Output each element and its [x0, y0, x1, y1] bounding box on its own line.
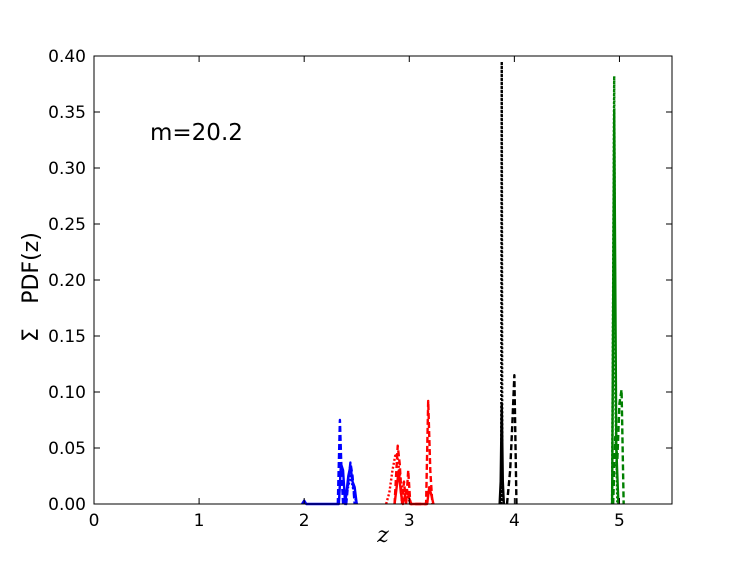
series-line-5: [384, 452, 413, 505]
y-axis-title: Σ PDF(z): [19, 232, 44, 342]
plot-frame: [93, 55, 673, 505]
y-axis-sum-symbol: Σ: [19, 328, 44, 342]
y-tick-label-0: 0.00: [48, 495, 86, 515]
y-tick-label-6: 0.30: [48, 159, 86, 179]
series-line-7: [505, 374, 518, 505]
x-tick-label-2: 2: [299, 511, 310, 531]
series-line-8: [500, 60, 504, 505]
y-tick-label-8: 0.40: [48, 47, 86, 67]
y-tick-label-3: 0.15: [48, 327, 86, 347]
x-tick-label-5: 5: [614, 511, 625, 531]
y-tick-label-2: 0.10: [48, 383, 86, 403]
y-tick-label-5: 0.25: [48, 215, 86, 235]
series-line-10: [611, 388, 625, 505]
y-axis-label: PDF(z): [19, 232, 44, 304]
series-line-4: [393, 399, 434, 506]
tick-layer: 0 1 2 3 4 5 0.00 0.05 0.10 0.15 0.20 0.25 0.30 0.35 0.…: [48, 47, 672, 531]
plot-area: [94, 56, 672, 504]
x-tick-label-3: 3: [404, 511, 415, 531]
y-tick-label-1: 0.05: [48, 439, 86, 459]
series-line-0: [301, 462, 358, 506]
x-tick-label-1: 1: [194, 511, 205, 531]
y-tick-label-7: 0.35: [48, 103, 86, 123]
x-tick-label-4: 4: [509, 511, 520, 531]
x-axis-title: z: [376, 523, 389, 548]
annotation-label: m=20.2: [150, 120, 243, 146]
series-line-11: [610, 74, 619, 505]
y-tick-label-4: 0.20: [48, 271, 86, 291]
x-tick-label-0: 0: [89, 511, 100, 531]
series-line-2: [342, 474, 358, 505]
